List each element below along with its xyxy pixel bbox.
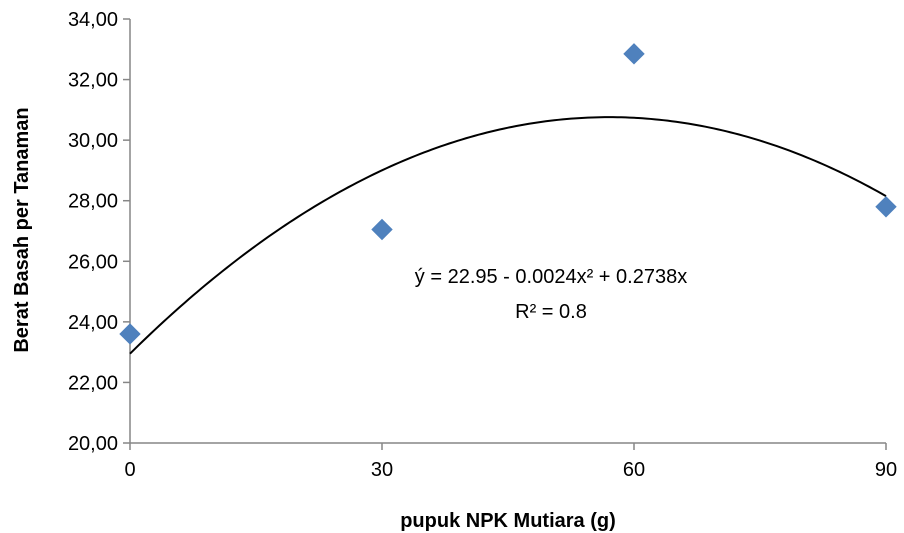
y-tick-label: 28,00 (68, 191, 118, 213)
y-tick-label: 26,00 (68, 251, 118, 273)
chart-axes (129, 19, 886, 444)
y-axis-title: Berat Basah per Tanaman (11, 107, 33, 352)
y-tick-label: 20,00 (68, 433, 118, 455)
x-tick-label: 60 (623, 459, 645, 481)
y-tick-label: 24,00 (68, 312, 118, 334)
x-axis-title: pupuk NPK Mutiara (g) (400, 510, 616, 532)
x-tick-label: 0 (124, 459, 135, 481)
polynomial-trendline (129, 116, 887, 355)
r-squared-label: R² = 0.8 (515, 301, 587, 323)
data-point-diamond (875, 196, 897, 218)
y-tick-label: 22,00 (68, 372, 118, 394)
y-tick-label: 30,00 (68, 130, 118, 152)
trendline-equation: ý = 22.95 - 0.0024x² + 0.2738x (415, 266, 687, 288)
data-point-diamond (623, 43, 645, 65)
y-tick-label: 34,00 (68, 9, 118, 31)
x-tick-label: 30 (371, 459, 393, 481)
y-tick-label: 32,00 (68, 70, 118, 92)
y-axis-ticks: 20,00 22,00 24,00 26,00 28,00 30,00 32,00 34,00 (68, 9, 130, 455)
data-points (119, 43, 897, 345)
data-point-diamond (371, 218, 393, 241)
data-point-diamond (119, 323, 141, 345)
x-tick-label: 90 (875, 459, 897, 481)
x-axis-ticks: 0 30 60 90 (124, 443, 897, 481)
